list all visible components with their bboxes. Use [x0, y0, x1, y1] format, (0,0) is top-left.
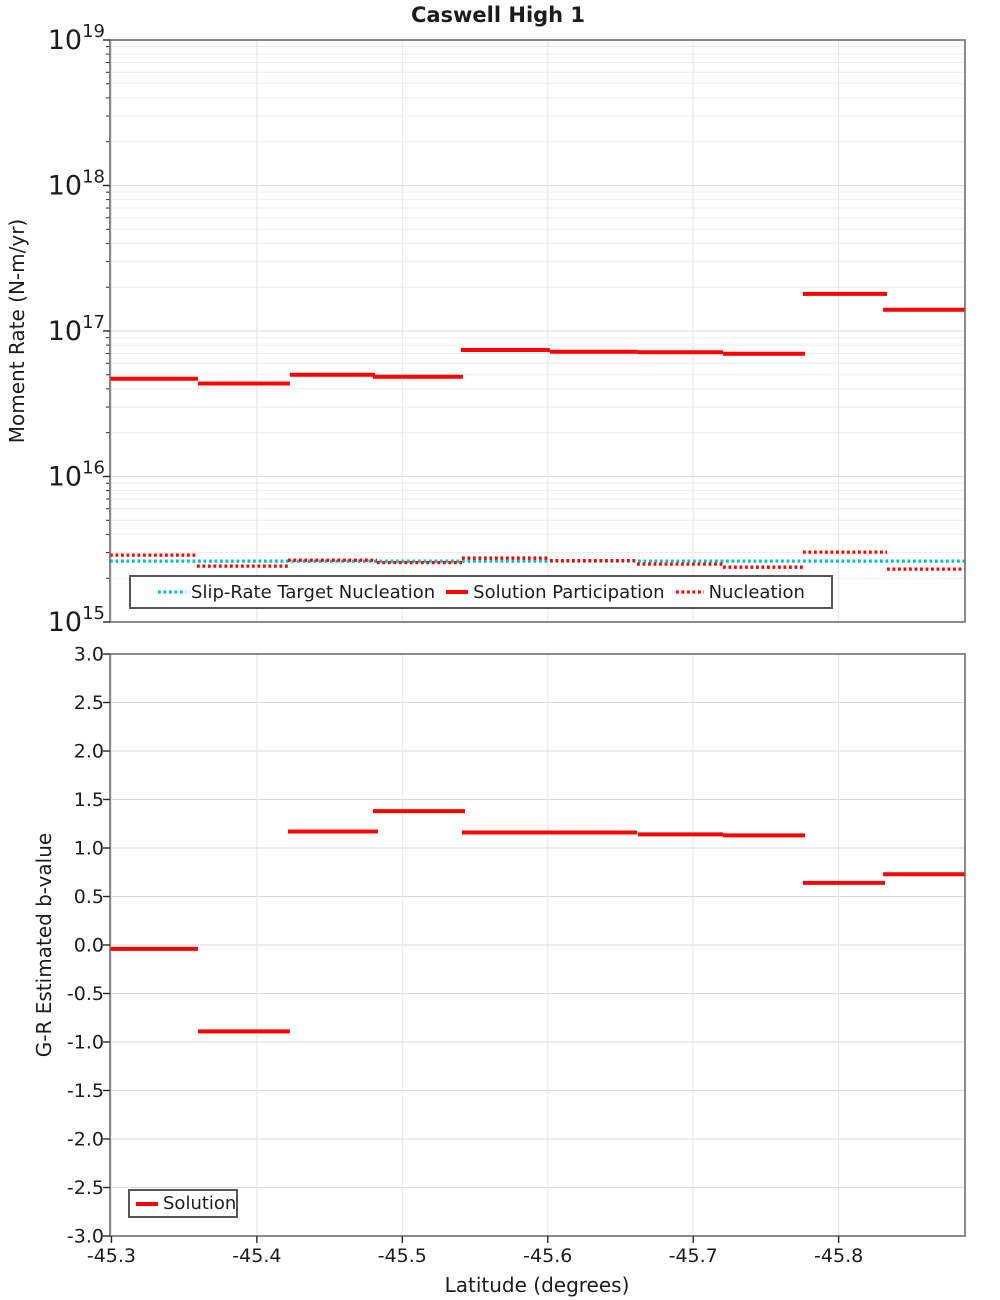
y-tick-label: 1017 — [48, 312, 105, 347]
legend-item-slip-rate-target-nucleation: Slip-Rate Target Nucleation — [157, 582, 435, 603]
legend-label: Slip-Rate Target Nucleation — [191, 581, 436, 603]
legend-label: Nucleation — [708, 581, 805, 603]
y-tick-label: 0.5 — [74, 886, 104, 908]
y-tick-label: 1019 — [48, 21, 105, 56]
y-axis-label-b-value: G-R Estimated b-value — [32, 832, 56, 1058]
x-tick-label: -45.6 — [523, 1245, 572, 1267]
y-tick-label: 3.0 — [74, 644, 104, 666]
y-tick-label: -0.5 — [67, 983, 104, 1005]
y-tick-label: 0.0 — [74, 935, 104, 957]
legend-item-solution-participation: Solution Participation — [445, 581, 665, 603]
y-tick-label: -1.0 — [67, 1032, 104, 1054]
y-tick-label: 1018 — [48, 167, 105, 202]
x-axis-label: Latitude (degrees) — [444, 1273, 630, 1297]
y-tick-label: -1.5 — [67, 1080, 104, 1102]
nucleation-swatch-dotted-line-icon — [675, 590, 704, 594]
solution-swatch-solid-line-icon — [136, 1201, 158, 1206]
y-tick-label: -2.5 — [67, 1177, 104, 1199]
legend-moment-rate: Slip-Rate Target Nucleation Solution Part… — [129, 575, 833, 609]
y-tick-label: 1015 — [48, 603, 105, 638]
y-axis-label-moment-rate: Moment Rate (N-m/yr) — [5, 218, 29, 444]
legend-item-nucleation: Nucleation — [675, 582, 805, 603]
x-tick-label: -45.5 — [378, 1245, 427, 1267]
legend-label: Solution — [163, 1193, 237, 1214]
legend-item-solution: Solution — [135, 1193, 236, 1214]
slip-rate-target-nucleation-swatch-dotted-line-icon — [158, 590, 187, 594]
chart-title: Caswell High 1 — [410, 3, 586, 27]
y-tick-label: 1.5 — [74, 789, 104, 811]
solution-participation-swatch-solid-line-icon — [446, 590, 469, 594]
x-tick-label: -45.8 — [814, 1245, 863, 1267]
legend-label: Solution Participation — [473, 581, 665, 603]
y-tick-label: 1.0 — [74, 838, 104, 860]
y-tick-label: -2.0 — [67, 1129, 104, 1151]
y-tick-label: 2.5 — [74, 692, 104, 714]
y-tick-label: -3.0 — [67, 1226, 104, 1248]
y-tick-label: 1016 — [48, 458, 105, 493]
x-tick-label: -45.7 — [669, 1245, 718, 1267]
y-tick-label: 2.0 — [74, 741, 104, 763]
x-tick-label: -45.4 — [232, 1245, 281, 1267]
x-tick-label: -45.3 — [87, 1245, 136, 1267]
legend-b-value: Solution — [128, 1189, 238, 1218]
